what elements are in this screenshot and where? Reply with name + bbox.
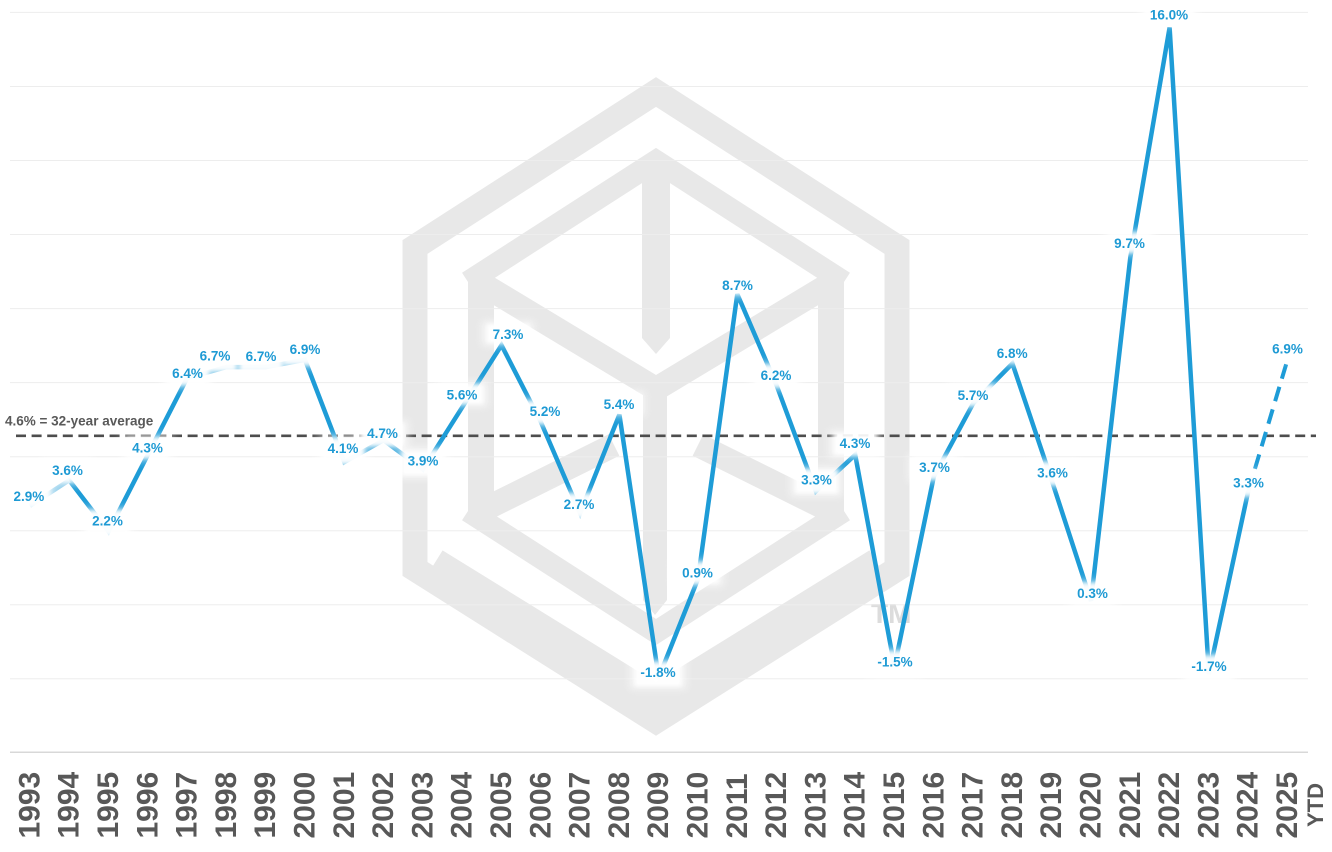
svg-text:2000: 2000	[289, 772, 322, 839]
svg-text:1993: 1993	[13, 772, 46, 839]
svg-text:6.9%: 6.9%	[290, 342, 321, 357]
svg-text:2006: 2006	[524, 772, 557, 839]
svg-text:6.7%: 6.7%	[200, 348, 231, 363]
svg-text:2014: 2014	[839, 771, 872, 838]
svg-text:2.2%: 2.2%	[92, 513, 123, 528]
svg-text:2007: 2007	[564, 772, 597, 839]
svg-text:6.9%: 6.9%	[1272, 341, 1303, 356]
svg-text:5.6%: 5.6%	[447, 387, 478, 402]
svg-text:2011: 2011	[721, 773, 754, 838]
svg-text:2005: 2005	[485, 772, 518, 839]
svg-text:2019: 2019	[1035, 772, 1068, 839]
svg-text:6.8%: 6.8%	[997, 346, 1028, 361]
svg-text:3.3%: 3.3%	[801, 472, 832, 487]
svg-text:2002: 2002	[367, 772, 400, 839]
svg-text:0.9%: 0.9%	[682, 565, 713, 580]
svg-text:2001: 2001	[328, 772, 361, 839]
svg-text:3.7%: 3.7%	[919, 460, 950, 475]
svg-text:2004: 2004	[446, 771, 479, 838]
svg-text:6.4%: 6.4%	[172, 366, 203, 381]
svg-text:16.0%: 16.0%	[1150, 7, 1188, 22]
svg-text:2025: 2025	[1271, 772, 1304, 839]
svg-text:2018: 2018	[996, 772, 1029, 839]
svg-text:-1.5%: -1.5%	[877, 654, 912, 669]
svg-text:1994: 1994	[53, 771, 86, 838]
svg-text:3.6%: 3.6%	[52, 463, 83, 478]
svg-text:5.2%: 5.2%	[530, 404, 561, 419]
svg-text:3.9%: 3.9%	[408, 453, 439, 468]
svg-text:7.3%: 7.3%	[493, 327, 524, 342]
svg-text:2024: 2024	[1232, 771, 1265, 838]
svg-text:2021: 2021	[1114, 772, 1147, 839]
svg-text:2017: 2017	[957, 772, 990, 839]
svg-text:2013: 2013	[799, 772, 832, 839]
svg-text:0.3%: 0.3%	[1077, 586, 1108, 601]
svg-text:4.1%: 4.1%	[328, 441, 359, 456]
svg-text:2008: 2008	[603, 772, 636, 839]
svg-text:6.2%: 6.2%	[761, 368, 792, 383]
svg-text:2015: 2015	[878, 772, 911, 839]
svg-text:YTD: YTD	[1303, 783, 1328, 827]
svg-text:-1.8%: -1.8%	[640, 665, 675, 680]
svg-text:6.7%: 6.7%	[246, 349, 277, 364]
svg-text:-1.7%: -1.7%	[1191, 659, 1226, 674]
svg-text:1996: 1996	[131, 772, 164, 839]
svg-text:2023: 2023	[1192, 772, 1225, 839]
svg-text:8.7%: 8.7%	[722, 278, 753, 293]
svg-text:4.3%: 4.3%	[840, 436, 871, 451]
svg-text:5.7%: 5.7%	[958, 388, 989, 403]
svg-text:2003: 2003	[406, 772, 439, 839]
svg-text:1995: 1995	[92, 772, 125, 839]
svg-text:1998: 1998	[210, 772, 243, 839]
svg-text:3.6%: 3.6%	[1037, 465, 1068, 480]
svg-text:2.7%: 2.7%	[564, 497, 595, 512]
svg-text:2016: 2016	[917, 772, 950, 839]
svg-text:2009: 2009	[642, 772, 675, 839]
svg-text:1999: 1999	[249, 772, 282, 839]
svg-text:2012: 2012	[760, 772, 793, 839]
svg-text:2010: 2010	[682, 772, 715, 839]
svg-text:4.6% = 32-year average: 4.6% = 32-year average	[5, 414, 154, 429]
svg-text:5.4%: 5.4%	[604, 397, 635, 412]
svg-text:9.7%: 9.7%	[1114, 236, 1145, 251]
svg-text:4.3%: 4.3%	[132, 440, 163, 455]
svg-text:4.7%: 4.7%	[367, 426, 398, 441]
svg-text:3.3%: 3.3%	[1233, 475, 1264, 490]
svg-text:2022: 2022	[1153, 772, 1186, 839]
svg-text:1997: 1997	[171, 772, 204, 839]
svg-text:2020: 2020	[1075, 772, 1108, 839]
svg-text:2.9%: 2.9%	[14, 489, 45, 504]
